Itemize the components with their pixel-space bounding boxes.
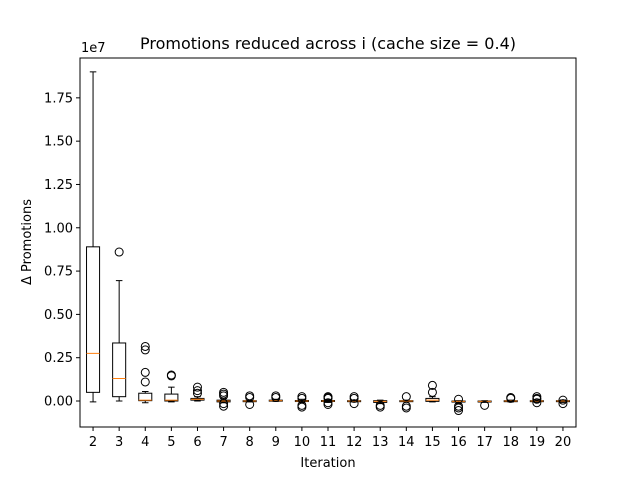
x-tick-label: 20 bbox=[555, 435, 572, 450]
box-flier bbox=[140, 367, 150, 377]
box-flier bbox=[454, 406, 464, 416]
box-flier bbox=[297, 400, 307, 410]
box-flier bbox=[532, 398, 542, 408]
x-tick-label: 11 bbox=[320, 435, 337, 450]
y-tick-label: 0.00 bbox=[44, 395, 73, 410]
box-flier bbox=[532, 392, 542, 402]
chart-title: Promotions reduced across i (cache size … bbox=[140, 34, 516, 53]
box-flier bbox=[375, 400, 385, 410]
box-flier bbox=[454, 401, 464, 411]
box-flier bbox=[271, 391, 281, 401]
x-tick-label: 6 bbox=[193, 435, 201, 450]
box-flier bbox=[323, 392, 333, 402]
box-flier bbox=[558, 395, 568, 405]
x-axis-label: Iteration bbox=[300, 456, 355, 471]
box-flier bbox=[323, 398, 333, 408]
x-tick-label: 15 bbox=[424, 435, 441, 450]
box-flier bbox=[506, 393, 516, 403]
box-body bbox=[86, 246, 101, 393]
x-tick-label: 17 bbox=[476, 435, 493, 450]
box-flier bbox=[245, 399, 255, 409]
box-flier bbox=[480, 400, 490, 410]
box-flier bbox=[140, 345, 150, 355]
y-axis-label: Δ Promotions bbox=[20, 199, 35, 285]
box-body bbox=[112, 342, 127, 398]
x-tick-label: 7 bbox=[219, 435, 227, 450]
box-flier bbox=[219, 401, 229, 411]
y-tick-label: 0.50 bbox=[44, 308, 73, 323]
y-tick-label: 0.75 bbox=[44, 265, 73, 280]
y-tick-label: 1.75 bbox=[44, 91, 73, 106]
x-tick-label: 18 bbox=[502, 435, 519, 450]
x-tick-label: 9 bbox=[272, 435, 280, 450]
box-body bbox=[138, 392, 153, 402]
box-flier bbox=[140, 377, 150, 387]
x-tick-label: 10 bbox=[294, 435, 311, 450]
box-flier bbox=[297, 392, 307, 402]
box-flier bbox=[219, 387, 229, 397]
x-tick-label: 8 bbox=[246, 435, 254, 450]
box-flier bbox=[245, 391, 255, 401]
y-tick-label: 1.50 bbox=[44, 135, 73, 150]
x-tick-label: 16 bbox=[450, 435, 467, 450]
x-tick-label: 19 bbox=[529, 435, 546, 450]
x-tick-label: 13 bbox=[372, 435, 389, 450]
box-flier bbox=[192, 386, 202, 396]
box-flier bbox=[192, 382, 202, 392]
x-tick-label: 5 bbox=[167, 435, 175, 450]
y-tick-label: 1.25 bbox=[44, 178, 73, 193]
box-flier bbox=[401, 401, 411, 411]
box-flier bbox=[166, 370, 176, 380]
x-tick-label: 2 bbox=[89, 435, 97, 450]
box-flier bbox=[401, 392, 411, 402]
box-body bbox=[164, 393, 179, 402]
x-tick-label: 4 bbox=[141, 435, 149, 450]
y-tick-label: 0.25 bbox=[44, 351, 73, 366]
box-flier bbox=[558, 399, 568, 409]
x-tick-label: 12 bbox=[346, 435, 363, 450]
box-flier bbox=[427, 380, 437, 390]
box-flier bbox=[454, 394, 464, 404]
box-flier bbox=[192, 388, 202, 398]
box-flier bbox=[349, 399, 359, 409]
box-flier bbox=[349, 392, 359, 402]
x-tick-label: 3 bbox=[115, 435, 123, 450]
box-flier bbox=[140, 341, 150, 351]
y-tick-label: 1.00 bbox=[44, 221, 73, 236]
box-flier bbox=[427, 387, 437, 397]
plot-area: 0.00 0.25 0.50 0.75 1.00 1.25 1.50 1.75 2 3 4 5 6 7 8 9… bbox=[44, 57, 577, 450]
y-axis-multiplier: 1e7 bbox=[81, 41, 106, 56]
box-flier bbox=[114, 247, 124, 257]
x-tick-label: 14 bbox=[398, 435, 415, 450]
